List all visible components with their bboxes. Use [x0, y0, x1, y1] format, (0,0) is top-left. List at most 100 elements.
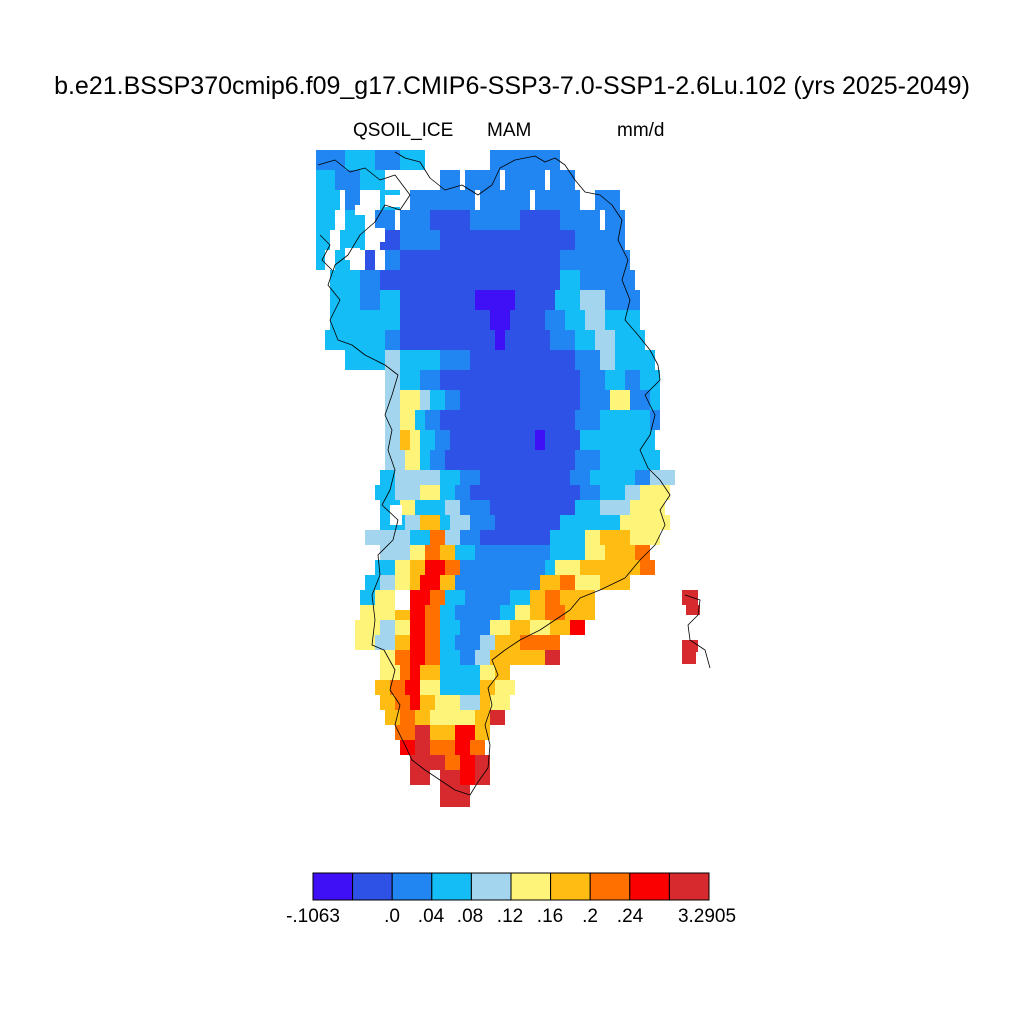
coastline-path: [684, 594, 711, 669]
grid-cell: [400, 500, 415, 515]
grid-cell: [470, 515, 495, 530]
grid-cell: [530, 605, 545, 620]
grid-cell: [440, 785, 470, 807]
grid-cell: [316, 250, 325, 270]
colorbar: [312, 872, 710, 901]
grid-cell: [420, 575, 440, 590]
grid-cell: [400, 410, 415, 430]
grid-cell: [385, 370, 400, 390]
grid-cell: [385, 430, 400, 450]
grid-cell: [550, 620, 570, 635]
grid-cell: [635, 545, 650, 560]
grid-cell: [360, 605, 375, 620]
grid-cell: [345, 350, 385, 370]
grid-cell: [590, 470, 620, 485]
grid-cell: [440, 230, 480, 250]
grid-cell: [415, 710, 430, 725]
grid-cell: [460, 770, 475, 785]
grid-cell: [600, 485, 625, 500]
grid-cell: [530, 590, 545, 605]
grid-cell: [560, 250, 590, 270]
grid-cell: [560, 590, 595, 605]
grid-cell: [590, 515, 620, 530]
grid-cell: [470, 270, 520, 290]
grid-cell: [650, 515, 670, 530]
grid-cell: [316, 150, 345, 170]
grid-cell: [495, 635, 520, 650]
colorbar-box: [431, 872, 472, 901]
grid-cell: [385, 250, 400, 270]
grid-cell: [585, 530, 600, 545]
grid-cell: [450, 310, 490, 330]
grid-cell: [465, 170, 500, 190]
grid-cell: [490, 710, 505, 725]
grid-cell: [600, 500, 630, 515]
grid-cell: [580, 270, 600, 290]
grid-cell: [440, 485, 455, 500]
grid-cell: [455, 545, 475, 560]
grid-cell: [420, 270, 470, 290]
colorbar-tick-label: .04: [417, 906, 445, 927]
grid-cell: [380, 290, 400, 310]
grid-cell: [395, 620, 410, 635]
grid-cell: [575, 575, 600, 590]
grid-cell: [410, 575, 420, 590]
colorbar-box: [470, 872, 512, 901]
grid-cell: [615, 330, 645, 350]
grid-cell: [475, 755, 490, 770]
grid-cell: [535, 430, 545, 450]
grid-cell: [610, 390, 630, 410]
missing-cell: [365, 228, 385, 242]
grid-cell: [682, 590, 698, 605]
grid-cell: [440, 170, 460, 190]
grid-cell: [375, 560, 395, 575]
colorbar-box: [510, 872, 552, 901]
grid-cell: [415, 725, 430, 740]
grid-cell: [470, 740, 485, 755]
grid-cell: [545, 590, 560, 605]
grid-cell: [460, 695, 480, 710]
grid-cell: [395, 470, 440, 485]
grid-cell: [440, 470, 460, 485]
grid-cell: [365, 530, 385, 545]
grid-cell: [380, 695, 395, 710]
grid-cell: [430, 740, 455, 755]
colorbar-tick-label: -.1063: [286, 906, 340, 927]
grid-cell: [590, 250, 630, 270]
grid-cell: [425, 410, 440, 430]
grid-cell: [420, 450, 430, 470]
grid-cell: [400, 330, 460, 350]
grid-cell: [380, 470, 395, 485]
grid-cell: [395, 560, 410, 575]
grid-cell: [460, 530, 480, 545]
grid-cell: [355, 620, 380, 635]
grid-cell: [440, 515, 450, 530]
grid-cell: [555, 560, 580, 575]
grid-cell: [640, 450, 660, 470]
grid-cell: [430, 710, 475, 725]
grid-cell: [580, 430, 620, 450]
grid-cell: [560, 270, 580, 290]
grid-cell: [480, 190, 530, 210]
grid-cell: [445, 560, 460, 575]
grid-cell: [475, 370, 580, 390]
grid-cell: [580, 560, 610, 575]
grid-cell: [530, 230, 575, 250]
grid-cell: [316, 230, 330, 250]
missing-cell: [385, 195, 400, 207]
grid-cell: [380, 575, 395, 590]
colorbar-tick-label: .16: [536, 906, 564, 927]
grid-cell: [520, 635, 545, 650]
grid-cell: [375, 635, 395, 650]
grid-cell: [380, 270, 420, 290]
grid-cell: [605, 310, 640, 330]
grid-cell: [380, 620, 395, 635]
grid-cell: [605, 210, 625, 230]
grid-cell: [405, 680, 420, 695]
grid-cell: [620, 470, 635, 485]
grid-cell: [600, 450, 640, 470]
grid-cell: [455, 575, 480, 590]
grid-cell: [615, 350, 630, 370]
grid-cell: [600, 270, 635, 290]
